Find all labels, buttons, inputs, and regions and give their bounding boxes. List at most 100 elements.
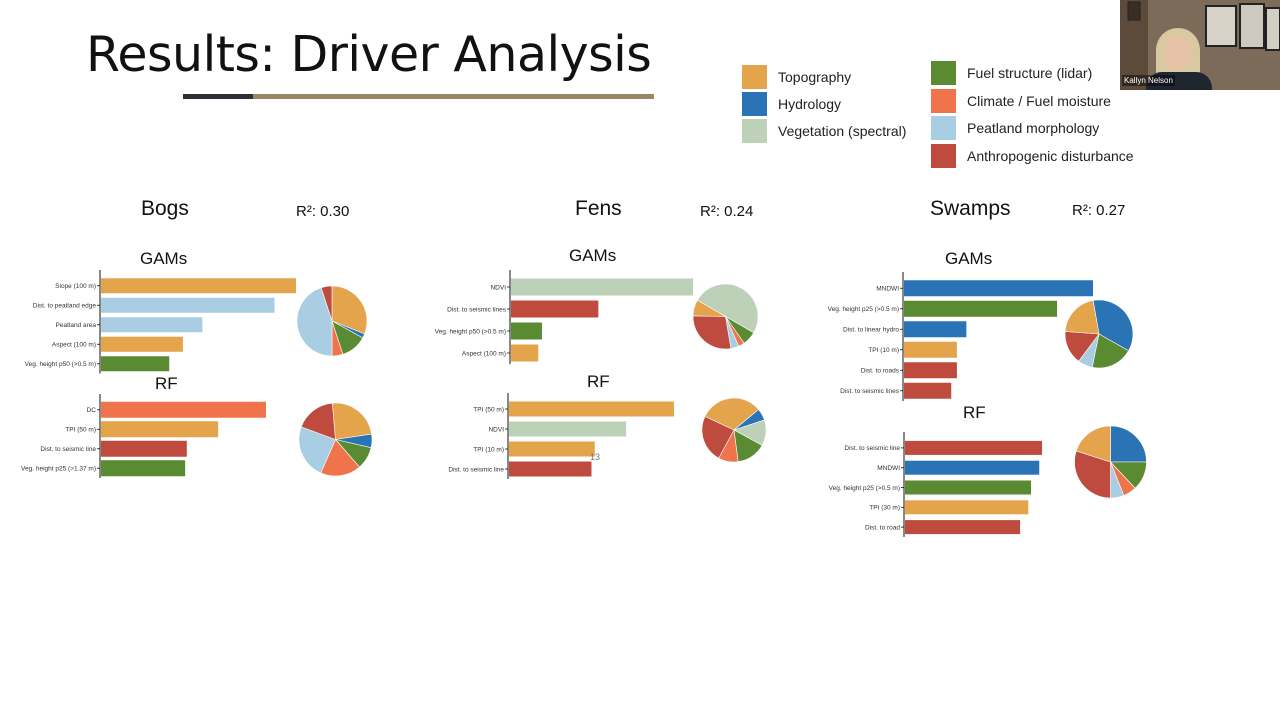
person-face xyxy=(1165,36,1191,70)
pie-slice xyxy=(296,287,333,357)
bar xyxy=(509,421,627,437)
pie-slice xyxy=(696,283,759,334)
bar xyxy=(511,344,539,362)
bar-label: MNDWI xyxy=(876,286,899,293)
page-number-annotation: 13 xyxy=(590,452,601,462)
bar xyxy=(511,300,599,318)
fens-rf-bar-chart: TPI (50 m) NDVI TPI (10 m) Dist. to seismic… xyxy=(448,393,674,479)
legend-label: Vegetation (spectral) xyxy=(778,123,907,139)
bar xyxy=(905,440,1042,455)
bar-label: Veg. height p50 (>0.5 m) xyxy=(25,361,96,368)
person-body xyxy=(1146,72,1212,90)
pie-slice xyxy=(701,416,735,459)
bar-label: Peatland area xyxy=(56,322,97,329)
bar xyxy=(101,460,186,477)
legend-item-vegetation: Vegetation (spectral) xyxy=(742,119,906,143)
legend-label: Hydrology xyxy=(778,96,842,112)
legend-item-anthropogenic: Anthropogenic disturbance xyxy=(931,144,1134,168)
legend-swatch-climate xyxy=(931,89,956,113)
bar-label: TPI (10 m) xyxy=(473,446,504,453)
bar-label: MNDWI xyxy=(877,465,900,472)
fens-heading: Fens xyxy=(575,197,622,220)
legend-swatch-anthropogenic xyxy=(931,144,956,168)
legend-item-topography: Topography xyxy=(742,65,851,89)
legend-label: Fuel structure (lidar) xyxy=(967,65,1093,81)
bar-label: Slope (100 m) xyxy=(55,283,96,290)
bar xyxy=(101,297,275,313)
bar xyxy=(511,322,542,340)
legend-item-peatland: Peatland morphology xyxy=(931,116,1099,140)
bar xyxy=(511,278,693,296)
legend-swatch-fuel-structure xyxy=(931,61,956,85)
fens-rf-label: RF xyxy=(587,372,610,391)
bar-label: Veg. height p25 (>0.5 m) xyxy=(829,485,900,492)
legend-swatch-hydrology xyxy=(742,92,767,116)
bar xyxy=(905,500,1029,515)
pie-slice xyxy=(704,397,760,431)
bar-label: Veg. height p50 (>0.5 m) xyxy=(435,328,506,335)
bar xyxy=(904,280,1093,297)
bar-label: Dist. to seismic line xyxy=(40,446,96,453)
bar xyxy=(101,440,187,457)
fens-gam-pie-chart xyxy=(692,283,759,350)
bar-label: Dist. to linear hydro xyxy=(843,327,899,334)
video-thumbnail[interactable]: Kallyn Nelson xyxy=(1120,0,1280,90)
bar-label: NDVI xyxy=(488,426,504,433)
bar xyxy=(904,341,957,358)
bar xyxy=(101,421,219,438)
legend-swatch-vegetation xyxy=(742,119,767,143)
bogs-rf-bar-chart: DC TPI (50 m) Dist. to seismic line Veg. he… xyxy=(21,394,266,478)
bogs-gam-pie-chart xyxy=(296,285,368,357)
fens-rf-pie-chart xyxy=(701,397,767,463)
fens-gams-label: GAMs xyxy=(569,246,617,265)
swamps-heading: Swamps xyxy=(930,197,1011,220)
swamps-rf-pie-chart xyxy=(1074,425,1147,499)
pie-slice xyxy=(1074,450,1111,499)
pie-slice xyxy=(1110,425,1147,463)
bar xyxy=(101,336,183,352)
bogs-r2: R²: 0.30 xyxy=(296,203,350,220)
video-background xyxy=(1120,0,1280,90)
swamps-gams-label: GAMs xyxy=(945,249,993,268)
bar xyxy=(905,460,1040,475)
bogs-rf-pie-chart xyxy=(298,402,373,477)
pie-slice xyxy=(331,402,372,440)
pie-slice xyxy=(320,285,333,322)
bar xyxy=(509,461,592,477)
bogs-rf-label: RF xyxy=(155,374,178,393)
bogs-gams-label: GAMs xyxy=(140,249,188,268)
pie-slice xyxy=(1075,425,1111,463)
swamps-rf-bar-chart: Dist. to seismic line MNDWI Veg. height p2… xyxy=(829,432,1042,537)
pie-slice xyxy=(331,285,368,335)
bar-label: Veg. height p25 (>1.37 m) xyxy=(21,466,96,473)
pie-slice xyxy=(1092,299,1134,352)
pie-slice xyxy=(692,299,726,317)
swamps-rf-label: RF xyxy=(963,403,986,422)
video-participant-name: Kallyn Nelson xyxy=(1122,75,1175,86)
swamps-gam-bar-chart: MNDWI Veg. height p25 (>0.5 m) Dist. to li… xyxy=(828,272,1093,401)
slide-title: Results: Driver Analysis xyxy=(86,26,652,83)
legend-item-hydrology: Hydrology xyxy=(742,92,841,116)
bar-label: TPI (30 m) xyxy=(869,505,900,512)
bar-label: TPI (10 m) xyxy=(868,347,899,354)
legend-swatch-topography xyxy=(742,65,767,89)
legend-label: Peatland morphology xyxy=(967,120,1100,136)
bar xyxy=(509,401,674,417)
bar xyxy=(101,401,266,418)
swamps-r2: R²: 0.27 xyxy=(1072,202,1126,219)
bar xyxy=(101,356,170,372)
bar-label: Dist. to roads xyxy=(861,368,900,375)
bar-label: Dist. to road xyxy=(865,524,900,531)
bar xyxy=(101,278,296,294)
pie-slice xyxy=(298,426,336,474)
bar xyxy=(101,317,203,333)
bar-label: Aspect (100 m) xyxy=(462,350,506,357)
bar-label: DC xyxy=(87,407,97,414)
bar-label: TPI (50 m) xyxy=(65,427,96,434)
bar-label: Aspect (100 m) xyxy=(52,342,96,349)
pie-slice xyxy=(1091,333,1129,369)
bar-label: TPI (50 m) xyxy=(473,406,504,413)
pie-slice xyxy=(1064,300,1100,335)
bar xyxy=(904,382,952,399)
bar xyxy=(905,520,1021,535)
